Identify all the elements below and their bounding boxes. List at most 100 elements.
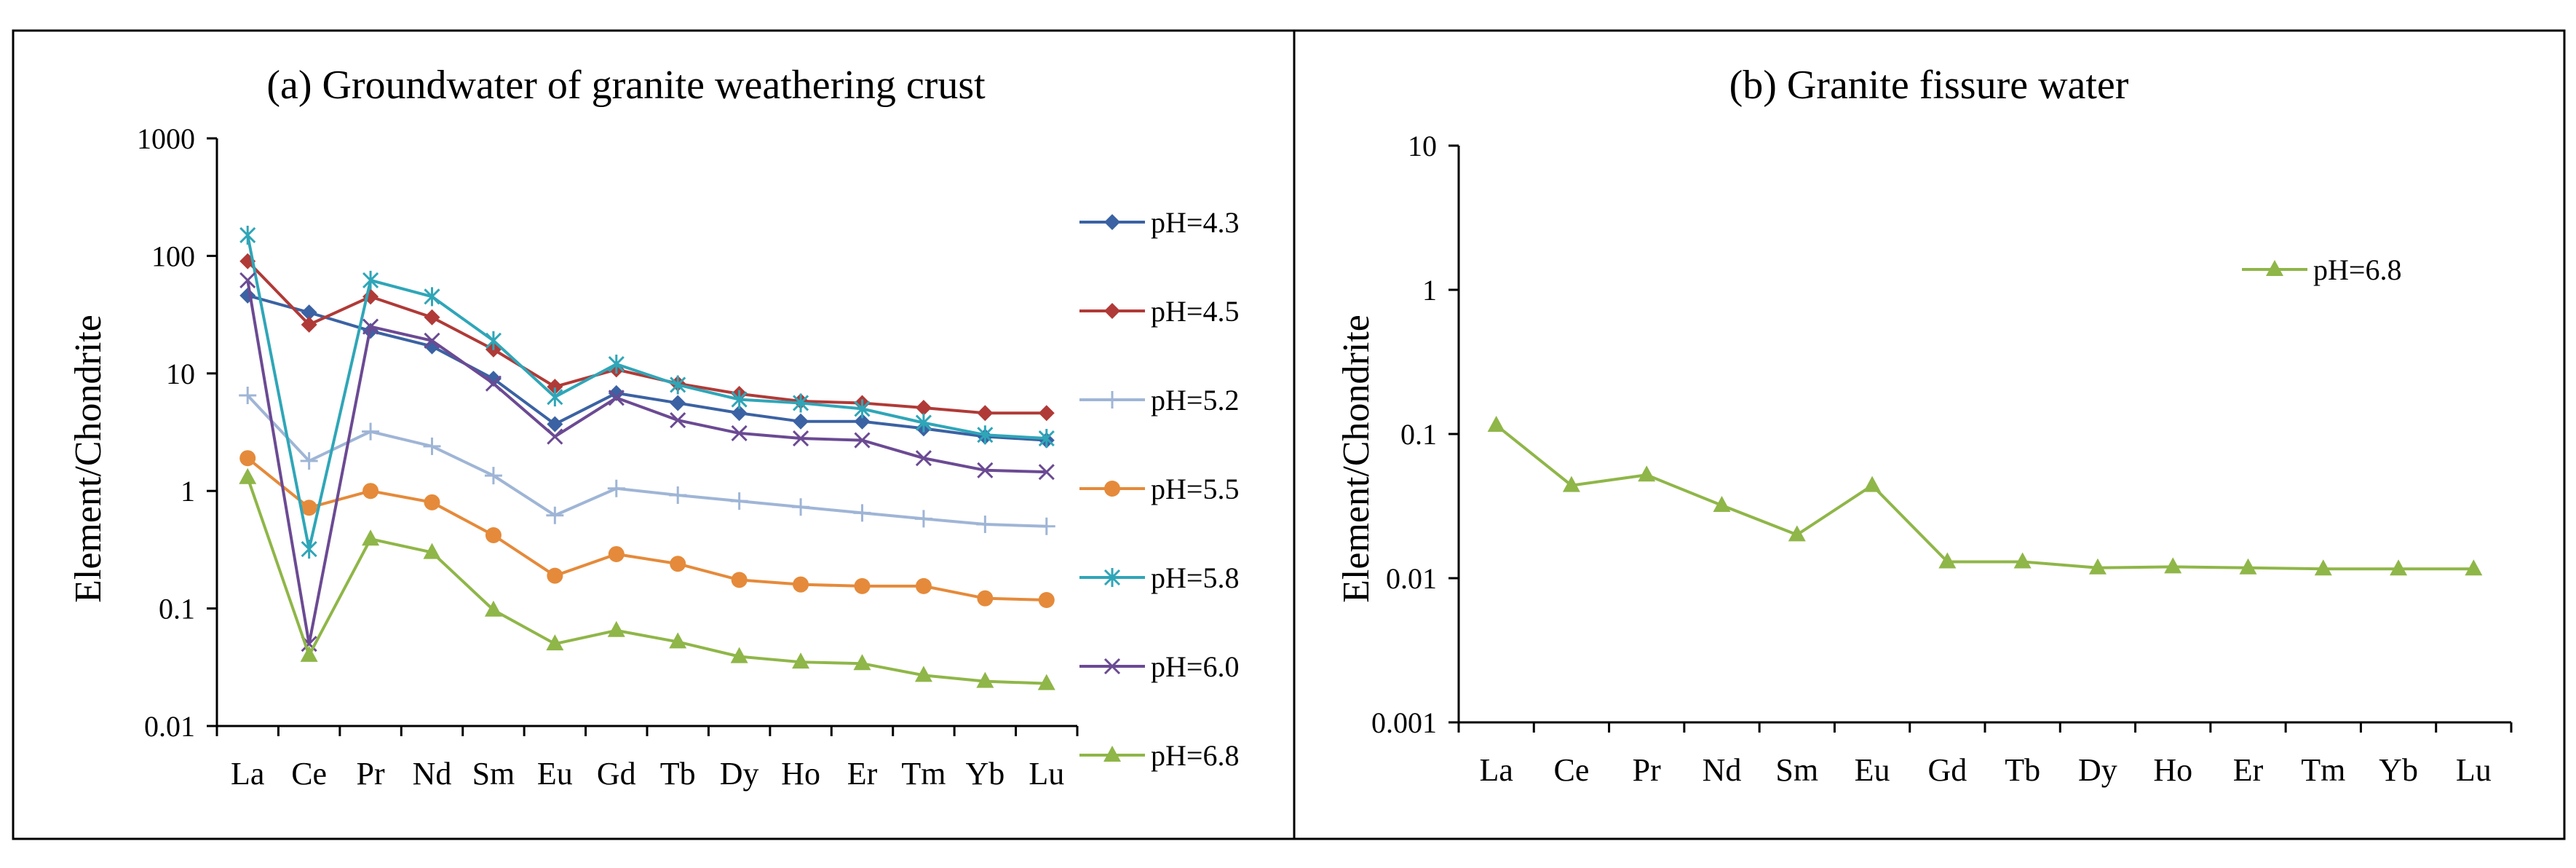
legend-swatch-marker bbox=[1103, 658, 1121, 675]
panel-a-legend: pH=4.3 pH=4.5 pH=5.2 pH=5.5 pH=5.8 pH=6.0 pH=6… bbox=[1079, 206, 1239, 772]
y-tick-label: 100 bbox=[151, 240, 195, 272]
data-point bbox=[607, 479, 625, 497]
data-point bbox=[485, 371, 502, 387]
legend-swatch-marker bbox=[2266, 260, 2283, 276]
legend-label: pH=4.3 bbox=[1151, 206, 1239, 239]
data-point bbox=[1562, 476, 1580, 492]
data-point bbox=[1038, 405, 1055, 422]
legend-label: pH=6.8 bbox=[2313, 253, 2401, 286]
data-point bbox=[977, 405, 994, 422]
data-point bbox=[1863, 476, 1882, 492]
panel-b-legend: pH=6.8 bbox=[2242, 253, 2401, 286]
data-point bbox=[731, 390, 748, 409]
data-point bbox=[1038, 591, 1055, 608]
data-point bbox=[915, 577, 932, 594]
data-point bbox=[239, 467, 257, 484]
data-point bbox=[977, 590, 994, 607]
data-point bbox=[793, 430, 809, 447]
data-point bbox=[608, 545, 625, 562]
data-point bbox=[485, 527, 502, 544]
panel-a-y-axis-label: Element/Chondrite bbox=[68, 315, 109, 603]
data-point bbox=[792, 652, 810, 669]
data-point bbox=[546, 634, 564, 651]
data-point bbox=[423, 542, 441, 559]
data-point bbox=[976, 671, 994, 688]
x-tick-label: Er bbox=[2233, 752, 2264, 788]
legend-entry: pH=6.0 bbox=[1079, 650, 1239, 683]
data-point bbox=[1038, 464, 1055, 481]
legend-swatch-marker bbox=[1103, 568, 1121, 587]
data-point bbox=[1938, 552, 1957, 569]
y-tick-label: 0.1 bbox=[1400, 418, 1437, 451]
data-point bbox=[2239, 558, 2257, 575]
data-point bbox=[669, 632, 687, 649]
data-point bbox=[362, 318, 379, 335]
x-tick-label: Eu bbox=[1855, 752, 1890, 788]
legend-label: pH=5.5 bbox=[1151, 473, 1239, 505]
data-point bbox=[2465, 559, 2483, 576]
data-point bbox=[915, 399, 932, 416]
x-tick-label: Tb bbox=[660, 756, 696, 792]
data-point bbox=[423, 437, 441, 455]
x-tick-label: Ce bbox=[1553, 752, 1589, 788]
legend-swatch-marker bbox=[1104, 214, 1120, 230]
data-point bbox=[977, 425, 994, 445]
y-tick-label: 0.1 bbox=[159, 593, 195, 626]
data-point bbox=[730, 647, 748, 663]
data-point bbox=[547, 416, 563, 433]
data-point bbox=[1487, 415, 1505, 432]
x-tick-label: Tm bbox=[901, 756, 946, 792]
x-tick-label: La bbox=[231, 756, 264, 792]
panel-b-axes: 0.001 0.01 0.1 1 10 La Ce Pr Nd Sm Eu Gd Tb Dy Ho Er Tm Y… bbox=[1371, 130, 2513, 788]
data-point bbox=[608, 390, 625, 406]
legend-swatch-marker bbox=[1104, 303, 1120, 319]
series-line bbox=[246, 394, 1047, 528]
legend-entry: pH=4.3 bbox=[1079, 206, 1239, 239]
data-point bbox=[854, 399, 871, 419]
data-point bbox=[547, 379, 563, 395]
x-tick-label: Eu bbox=[537, 756, 573, 792]
x-tick-label: Pr bbox=[357, 756, 385, 792]
data-point bbox=[484, 600, 502, 617]
x-tick-label: Nd bbox=[1703, 752, 1742, 788]
x-tick-label: Nd bbox=[413, 756, 452, 792]
x-tick-label: Sm bbox=[472, 756, 515, 792]
series-line bbox=[1495, 424, 2474, 571]
y-tick-label: 1 bbox=[181, 475, 195, 508]
data-point bbox=[977, 462, 994, 478]
data-point bbox=[484, 467, 502, 485]
series-pH=6.8 bbox=[239, 467, 1055, 690]
data-point bbox=[546, 506, 564, 524]
data-point bbox=[239, 272, 256, 288]
data-point bbox=[547, 428, 563, 445]
legend-entry: pH=5.8 bbox=[1079, 561, 1239, 594]
series-line bbox=[246, 457, 1047, 601]
panel-b-chart: (b) Granite fissure water Element/Chondr… bbox=[1293, 29, 2566, 840]
data-point bbox=[547, 567, 563, 584]
series-line bbox=[247, 293, 1047, 442]
y-tick-label: 10 bbox=[166, 358, 195, 390]
panel-b-series bbox=[1487, 415, 2483, 576]
x-tick-label: Tm bbox=[2301, 752, 2345, 788]
data-point bbox=[2013, 552, 2032, 569]
legend-label: pH=5.8 bbox=[1151, 561, 1239, 594]
x-tick-label: Lu bbox=[1029, 756, 1064, 792]
x-tick-label: Lu bbox=[2456, 752, 2492, 788]
series-pH=5.8 bbox=[239, 225, 1055, 559]
y-tick-label: 1000 bbox=[137, 122, 195, 155]
legend-label: pH=5.2 bbox=[1151, 384, 1239, 417]
data-point bbox=[1037, 517, 1055, 535]
data-point bbox=[362, 422, 380, 441]
data-point bbox=[853, 504, 871, 522]
panel-a-chart: (a) Groundwater of granite weathering cr… bbox=[12, 29, 1296, 840]
x-tick-label: Pr bbox=[1633, 752, 1661, 788]
legend-swatch-marker bbox=[1103, 391, 1121, 409]
data-point bbox=[301, 304, 317, 321]
y-tick-label: 10 bbox=[1408, 130, 1437, 162]
data-point bbox=[2314, 559, 2332, 576]
data-point bbox=[854, 577, 871, 594]
data-point bbox=[1638, 465, 1656, 482]
data-point bbox=[1038, 429, 1055, 449]
data-point bbox=[730, 492, 748, 510]
